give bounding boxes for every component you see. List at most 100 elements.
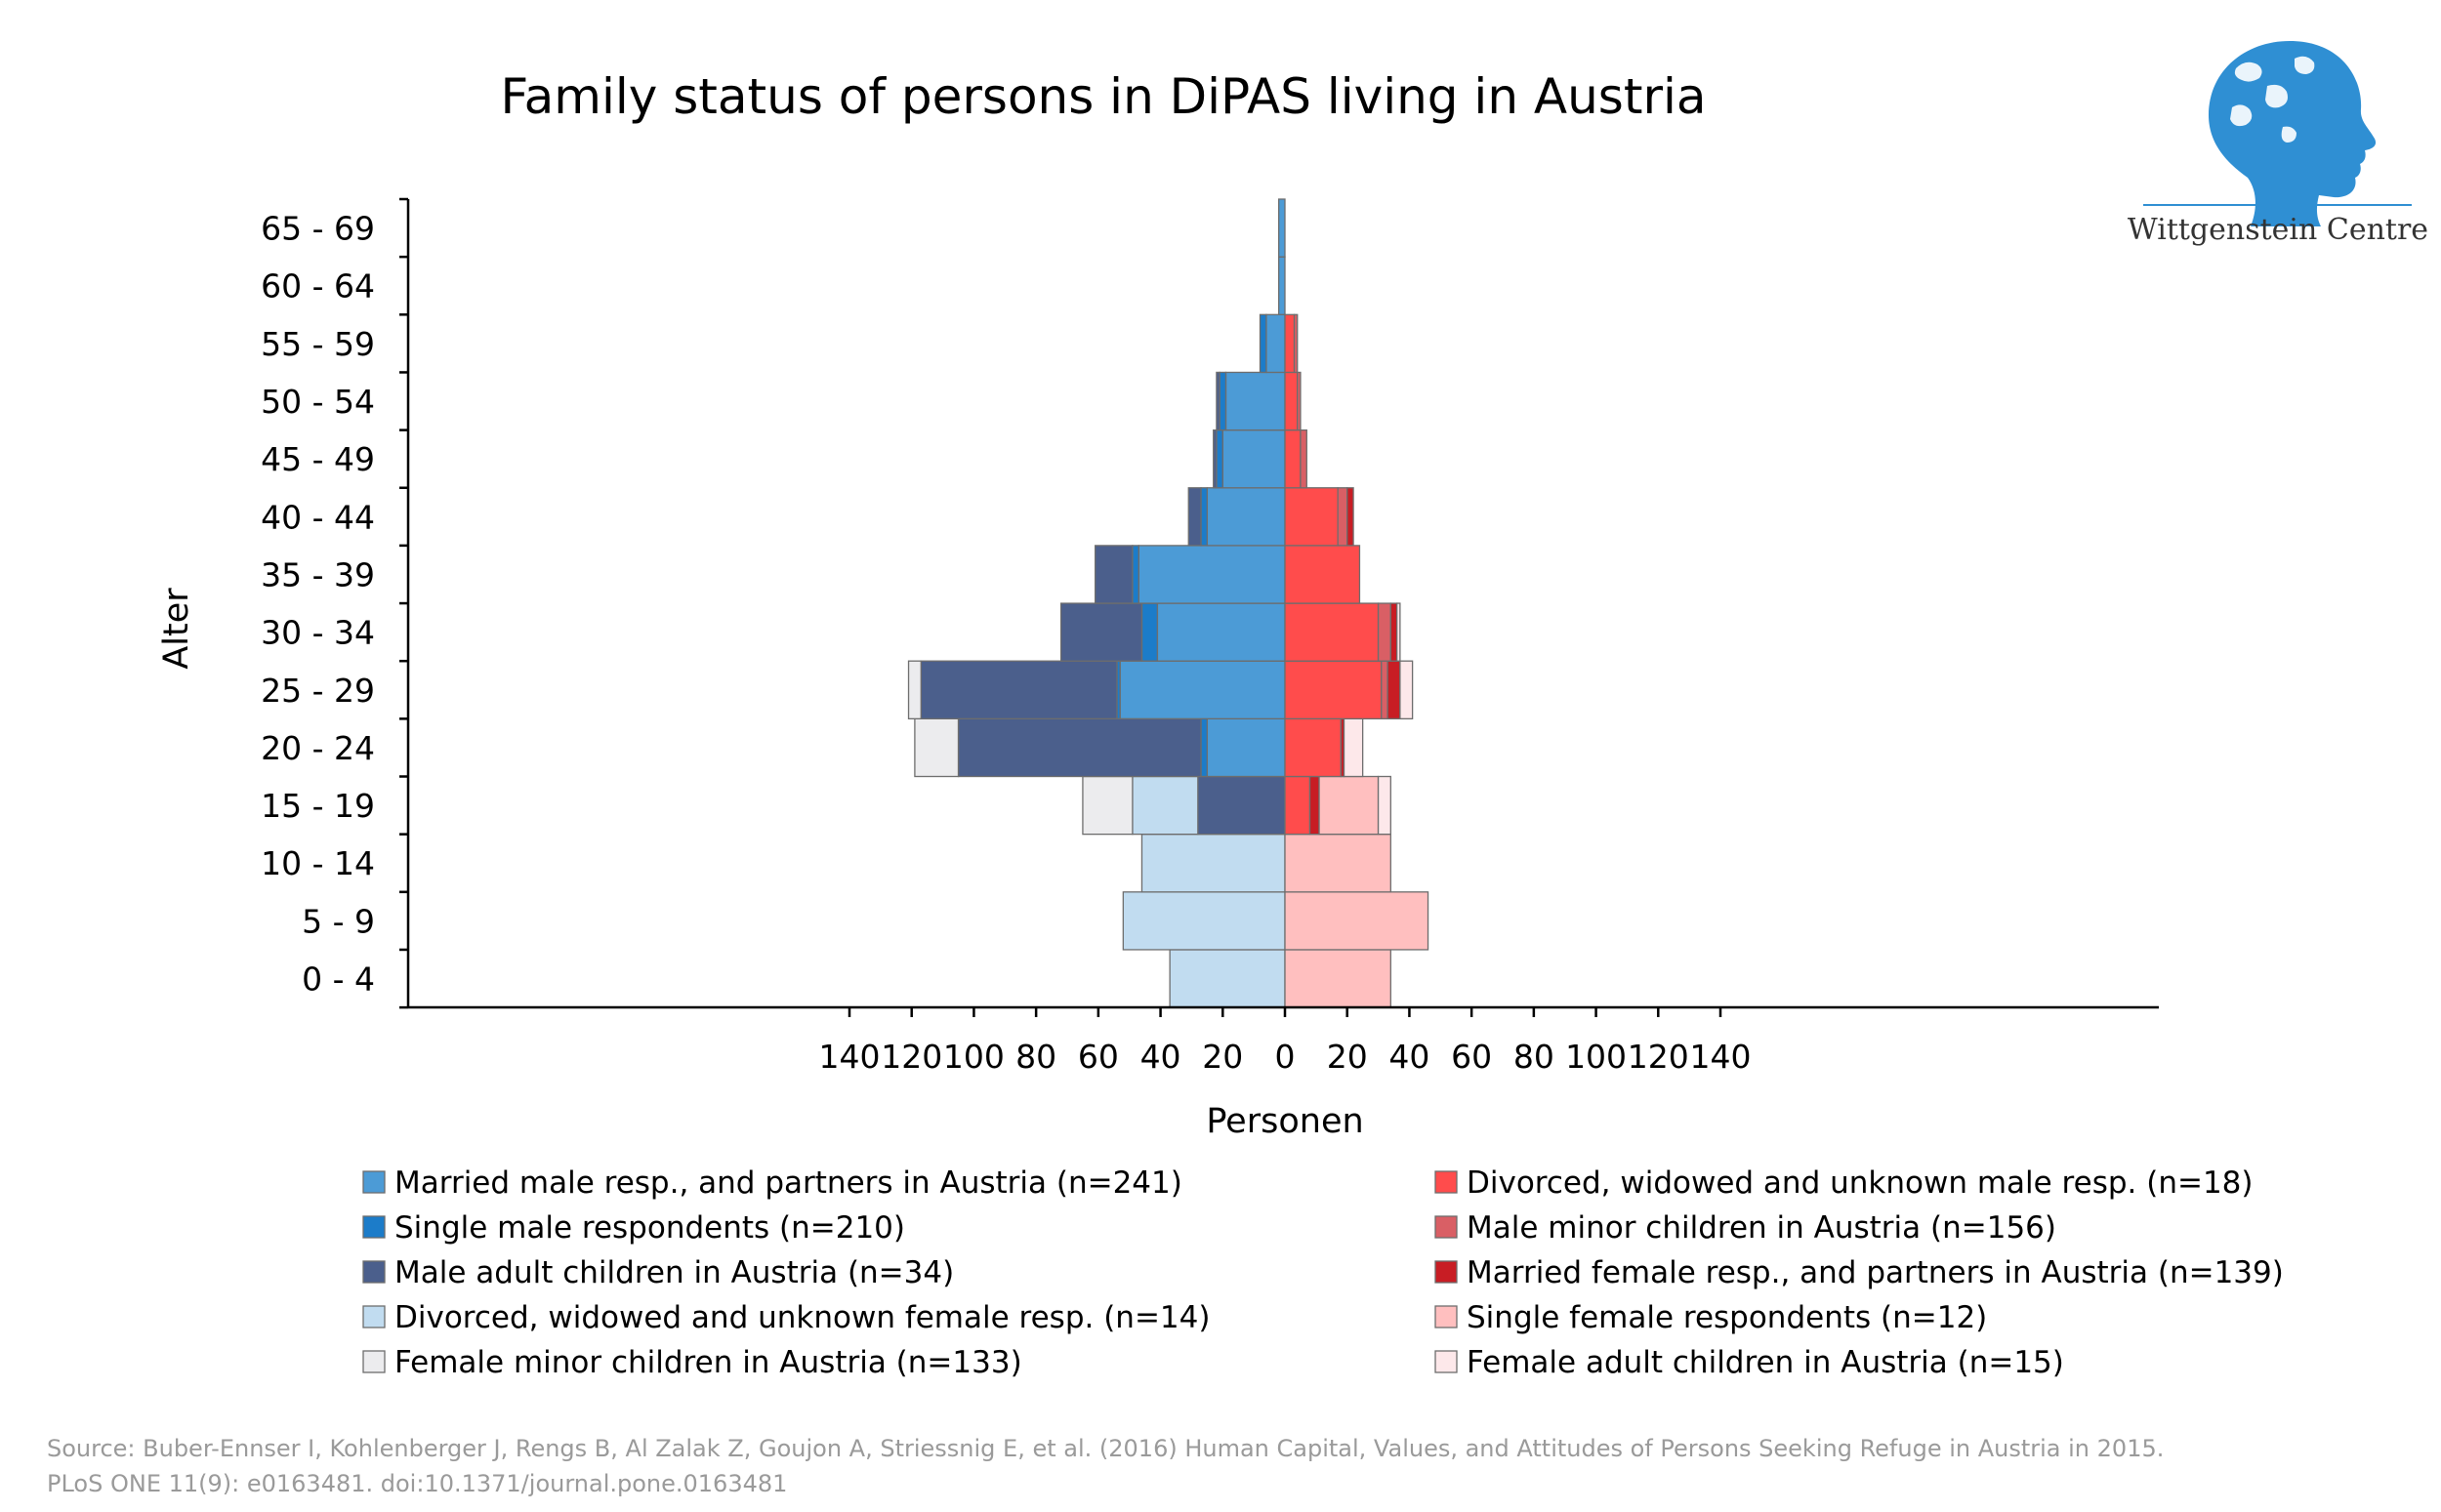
head-globe-icon bbox=[2209, 41, 2377, 226]
y-tick-label: 20 - 24 bbox=[261, 729, 375, 767]
bar-left-s2-age-9 bbox=[1213, 429, 1218, 489]
bar-left-s3-age-1 bbox=[1122, 891, 1286, 951]
y-tick-label: 5 - 9 bbox=[302, 902, 375, 940]
y-tick-label: 10 - 14 bbox=[261, 844, 375, 882]
bar-left-s1-age-7 bbox=[1132, 545, 1139, 604]
bar-right-s3-age-2 bbox=[1284, 834, 1391, 893]
bar-right-s2-age-8 bbox=[1346, 487, 1354, 547]
left-legend-swatch bbox=[362, 1305, 386, 1328]
x-axis-title: Personen bbox=[1206, 1102, 1363, 1141]
bar-right-s1-age-6 bbox=[1377, 602, 1391, 662]
left-legend-label: Married male resp., and partners in Aust… bbox=[394, 1165, 1182, 1201]
bar-left-s1-age-10 bbox=[1219, 371, 1227, 431]
bar-left-s4-age-4 bbox=[914, 717, 960, 778]
chart-title: Family status of persons in DiPAS living… bbox=[500, 68, 1706, 125]
bar-left-s4-age-3 bbox=[1082, 775, 1134, 836]
right-legend-swatch bbox=[1434, 1260, 1458, 1284]
right-legend-swatch bbox=[1434, 1170, 1458, 1194]
bar-left-s2-age-8 bbox=[1187, 487, 1202, 547]
right-legend-label: Single female respondents (n=12) bbox=[1467, 1300, 1987, 1335]
bar-right-s0-age-5 bbox=[1284, 660, 1383, 720]
x-tick-label: 140 bbox=[819, 1038, 881, 1076]
bars-layer bbox=[907, 198, 1429, 1008]
x-tick-label: 100 bbox=[943, 1038, 1005, 1076]
bar-left-s0-age-11 bbox=[1265, 313, 1286, 374]
x-tick-label: 0 bbox=[1275, 1038, 1296, 1076]
right-legend-label: Male minor children in Austria (n=156) bbox=[1467, 1210, 2056, 1246]
bar-right-s2-age-6 bbox=[1389, 602, 1398, 662]
left-legend-label: Male adult children in Austria (n=34) bbox=[394, 1255, 954, 1290]
bar-right-s0-age-9 bbox=[1284, 429, 1302, 489]
legend: Married male resp., and partners in Aust… bbox=[362, 1165, 2284, 1380]
bar-right-s3-age-1 bbox=[1284, 891, 1429, 951]
bar-left-s2-age-7 bbox=[1095, 545, 1134, 604]
axes-layer: 0 - 4 5 - 9 10 - 14 15 - 19 20 - 24 25 - 29 30… bbox=[261, 197, 2159, 1076]
wittgenstein-logo: Wittgenstein Centre bbox=[2128, 41, 2428, 247]
bar-left-s0-age-8 bbox=[1206, 487, 1286, 547]
left-legend-label: Female minor children in Austria (n=133) bbox=[394, 1345, 1022, 1380]
bar-left-s3-age-2 bbox=[1140, 834, 1286, 893]
y-tick-label: 35 - 39 bbox=[261, 555, 375, 593]
bar-right-s0-age-11 bbox=[1284, 313, 1296, 374]
bar-left-s4-age-5 bbox=[907, 660, 922, 720]
bar-left-s0-age-9 bbox=[1221, 429, 1286, 489]
bar-right-s4-age-3 bbox=[1377, 775, 1391, 836]
y-tick-label: 15 - 19 bbox=[261, 787, 375, 825]
y-tick-label: 45 - 49 bbox=[261, 440, 375, 478]
bar-right-s2-age-3 bbox=[1308, 775, 1320, 836]
bar-right-s4-age-5 bbox=[1399, 660, 1414, 720]
bar-left-s0-age-5 bbox=[1119, 660, 1286, 720]
bar-left-s2-age-6 bbox=[1059, 602, 1143, 662]
right-legend-label: Divorced, widowed and unknown male resp.… bbox=[1467, 1165, 2254, 1201]
bar-left-s3-age-3 bbox=[1132, 775, 1199, 836]
right-legend-swatch bbox=[1434, 1350, 1458, 1373]
bar-right-s1-age-11 bbox=[1293, 313, 1299, 374]
bar-left-s1-age-8 bbox=[1200, 487, 1209, 547]
bar-right-s2-age-5 bbox=[1386, 660, 1401, 720]
bar-left-s1-age-9 bbox=[1216, 429, 1223, 489]
left-legend-swatch bbox=[362, 1350, 386, 1373]
y-tick-label: 50 - 54 bbox=[261, 383, 375, 421]
bar-right-s0-age-4 bbox=[1284, 717, 1342, 778]
bar-right-s0-age-10 bbox=[1284, 371, 1299, 431]
bar-right-s4-age-4 bbox=[1343, 717, 1364, 778]
bar-left-s0-age-7 bbox=[1138, 545, 1286, 604]
x-tick-label: 20 bbox=[1327, 1038, 1368, 1076]
bar-right-s0-age-8 bbox=[1284, 487, 1339, 547]
source-line-1: Source: Buber-Ennser I, Kohlenberger J, … bbox=[47, 1435, 2164, 1462]
bar-right-s1-age-10 bbox=[1297, 371, 1302, 431]
bar-right-s3-age-3 bbox=[1318, 775, 1380, 836]
x-tick-label: 40 bbox=[1388, 1038, 1429, 1076]
bar-right-s1-age-9 bbox=[1300, 429, 1307, 489]
x-tick-label: 20 bbox=[1202, 1038, 1243, 1076]
bar-left-s2-age-4 bbox=[957, 717, 1202, 778]
y-axis-title: Alter bbox=[157, 588, 196, 670]
logo-text: Wittgenstein Centre bbox=[2128, 213, 2428, 247]
bar-left-s2-age-5 bbox=[920, 660, 1118, 720]
y-tick-label: 60 - 64 bbox=[261, 267, 375, 306]
bar-left-s0-age-6 bbox=[1156, 602, 1286, 662]
bar-right-s0-age-3 bbox=[1284, 775, 1311, 836]
left-legend-swatch bbox=[362, 1170, 386, 1194]
bar-right-s1-age-5 bbox=[1381, 660, 1388, 720]
x-tick-label: 120 bbox=[1628, 1038, 1689, 1076]
y-tick-label: 25 - 29 bbox=[261, 672, 375, 710]
right-legend-swatch bbox=[1434, 1305, 1458, 1328]
x-tick-label: 80 bbox=[1513, 1038, 1554, 1076]
bar-left-s1-age-6 bbox=[1140, 602, 1159, 662]
bar-right-s0-age-6 bbox=[1284, 602, 1380, 662]
left-legend-swatch bbox=[362, 1260, 386, 1284]
bar-left-s1-age-4 bbox=[1200, 717, 1209, 778]
x-tick-label: 140 bbox=[1689, 1038, 1751, 1076]
bar-left-s0-age-4 bbox=[1206, 717, 1286, 778]
bar-left-s1-age-11 bbox=[1259, 313, 1267, 374]
x-tick-label: 40 bbox=[1140, 1038, 1181, 1076]
bar-left-s2-age-3 bbox=[1197, 775, 1286, 836]
left-legend-swatch bbox=[362, 1215, 386, 1239]
y-tick-label: 55 - 59 bbox=[261, 325, 375, 363]
right-legend-swatch bbox=[1434, 1215, 1458, 1239]
bar-right-s4-age-6 bbox=[1396, 602, 1401, 662]
bar-left-s2-age-10 bbox=[1216, 371, 1220, 431]
y-tick-label: 0 - 4 bbox=[302, 960, 375, 999]
